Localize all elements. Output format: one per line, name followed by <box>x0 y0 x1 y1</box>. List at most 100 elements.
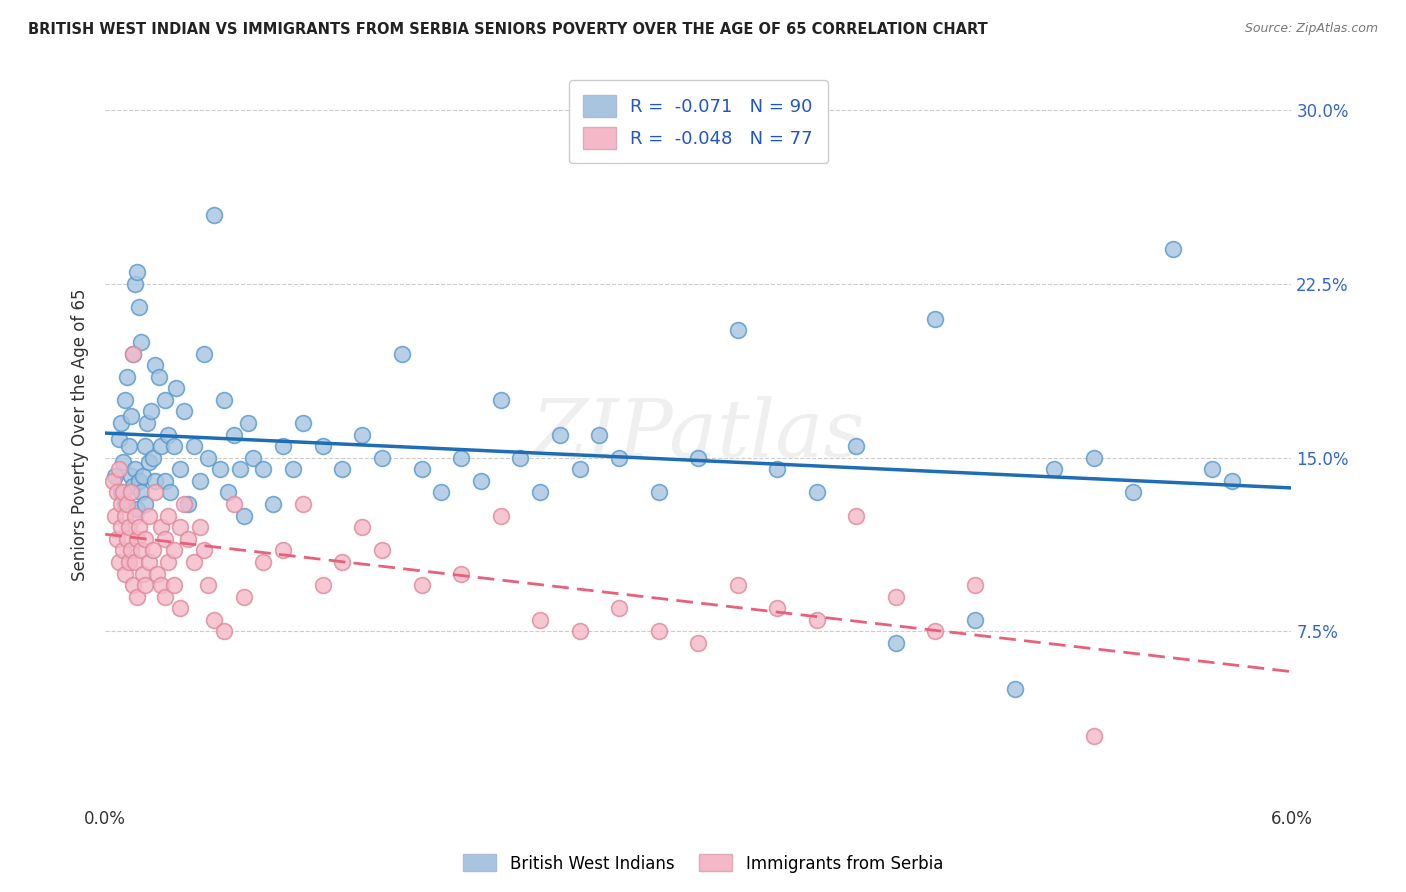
Point <box>129 334 152 349</box>
Point <box>252 555 274 569</box>
Point <box>202 613 225 627</box>
Point <box>884 590 907 604</box>
Point <box>108 432 131 446</box>
Point <box>169 601 191 615</box>
Point <box>1004 682 1026 697</box>
Point <box>110 520 132 534</box>
Point <box>111 455 134 469</box>
Point <box>648 485 671 500</box>
Point <box>143 474 166 488</box>
Point <box>138 508 160 523</box>
Point <box>588 427 610 442</box>
Point <box>271 439 294 453</box>
Point <box>159 485 181 500</box>
Point <box>311 439 333 453</box>
Point <box>232 590 254 604</box>
Point <box>766 601 789 615</box>
Point <box>529 485 551 500</box>
Point <box>114 392 136 407</box>
Point <box>122 478 145 492</box>
Point <box>766 462 789 476</box>
Point <box>129 485 152 500</box>
Point <box>134 439 156 453</box>
Point <box>125 532 148 546</box>
Point <box>648 624 671 639</box>
Point <box>727 578 749 592</box>
Point <box>1122 485 1144 500</box>
Point <box>105 485 128 500</box>
Point <box>352 427 374 442</box>
Point <box>169 462 191 476</box>
Point <box>371 543 394 558</box>
Point <box>122 346 145 360</box>
Point <box>169 520 191 534</box>
Point <box>177 497 200 511</box>
Point <box>228 462 250 476</box>
Point <box>548 427 571 442</box>
Point <box>122 346 145 360</box>
Point <box>352 520 374 534</box>
Point <box>114 497 136 511</box>
Point <box>134 532 156 546</box>
Point <box>110 497 132 511</box>
Point <box>120 409 142 423</box>
Point <box>132 566 155 581</box>
Point <box>138 555 160 569</box>
Point <box>149 520 172 534</box>
Point <box>222 497 245 511</box>
Point <box>262 497 284 511</box>
Point <box>430 485 453 500</box>
Point <box>489 392 512 407</box>
Point <box>529 613 551 627</box>
Point <box>125 501 148 516</box>
Point <box>142 543 165 558</box>
Point <box>208 462 231 476</box>
Point <box>1201 462 1223 476</box>
Point <box>104 508 127 523</box>
Point <box>371 450 394 465</box>
Point <box>727 323 749 337</box>
Point <box>108 555 131 569</box>
Point <box>236 416 259 430</box>
Point <box>193 543 215 558</box>
Point <box>197 450 219 465</box>
Point <box>120 543 142 558</box>
Point <box>149 578 172 592</box>
Point <box>115 369 138 384</box>
Point <box>120 469 142 483</box>
Point <box>118 439 141 453</box>
Point <box>252 462 274 476</box>
Point <box>232 508 254 523</box>
Point <box>242 450 264 465</box>
Point <box>163 543 186 558</box>
Point <box>148 369 170 384</box>
Point <box>128 474 150 488</box>
Point <box>138 455 160 469</box>
Point <box>153 474 176 488</box>
Point <box>124 277 146 291</box>
Point <box>129 543 152 558</box>
Point <box>963 613 986 627</box>
Point <box>134 578 156 592</box>
Point <box>183 555 205 569</box>
Point <box>101 474 124 488</box>
Point <box>884 636 907 650</box>
Point <box>450 450 472 465</box>
Point <box>193 346 215 360</box>
Point <box>153 392 176 407</box>
Point <box>202 208 225 222</box>
Point <box>568 624 591 639</box>
Point <box>173 497 195 511</box>
Point <box>470 474 492 488</box>
Point <box>118 520 141 534</box>
Point <box>111 485 134 500</box>
Point <box>110 416 132 430</box>
Point <box>115 532 138 546</box>
Point <box>125 590 148 604</box>
Point <box>163 578 186 592</box>
Point <box>212 392 235 407</box>
Point <box>311 578 333 592</box>
Point <box>411 462 433 476</box>
Point <box>188 520 211 534</box>
Point <box>271 543 294 558</box>
